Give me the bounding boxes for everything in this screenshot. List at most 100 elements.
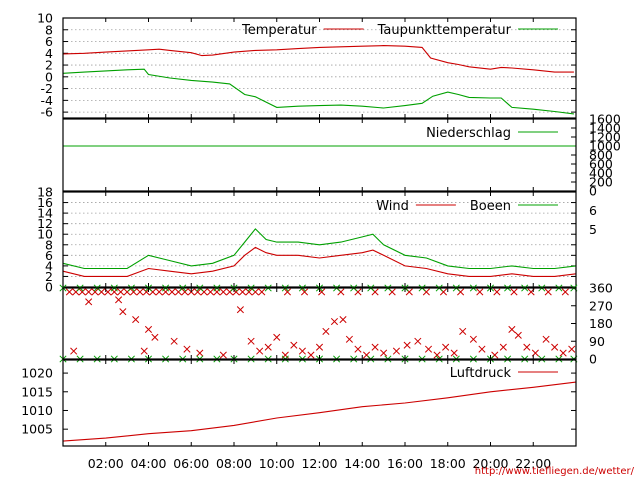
direction-point	[196, 349, 204, 357]
x-tick-label: 04:00	[130, 456, 166, 471]
y-tick-label: 4	[45, 46, 53, 61]
y-tick-label: 1400	[589, 121, 621, 136]
y-tick-label: 10	[37, 11, 53, 26]
y-tick-label: 360	[589, 281, 613, 296]
legend-label: Taupunkttemperatur	[377, 23, 512, 38]
y-tick-label: 600	[589, 157, 613, 172]
y-tick-label: 800	[589, 148, 613, 163]
y-tick-label: 18	[37, 185, 53, 200]
legend-label: Wind	[376, 199, 409, 214]
direction-point	[117, 288, 125, 296]
y-tick-label: 8	[45, 237, 53, 252]
direction-point	[264, 343, 272, 351]
x-tick-label: 18:00	[430, 456, 466, 471]
y-tick-label: 16	[37, 195, 53, 210]
y-tick-label: 6	[45, 34, 53, 49]
direction-point	[478, 345, 486, 353]
direction-point	[247, 337, 255, 345]
direction-point	[300, 288, 309, 296]
direction-point	[283, 288, 291, 296]
direction-series-2	[59, 284, 578, 363]
y-tick-label: 400	[589, 166, 613, 181]
y-tick-label: -4	[41, 93, 54, 108]
legend-label: Niederschlag	[426, 126, 511, 141]
x-tick-label: 06:00	[173, 456, 209, 471]
direction-point	[499, 343, 507, 351]
direction-point	[219, 351, 227, 359]
direction-point	[493, 288, 501, 296]
direction-point	[140, 347, 148, 355]
direction-point	[403, 341, 411, 349]
direction-point	[544, 288, 552, 296]
x-tick-label: 22:00	[515, 456, 551, 471]
credit-url[interactable]: http://www.tiefliegen.de/wetter/	[475, 466, 635, 477]
direction-point	[380, 349, 388, 357]
direction-point	[115, 296, 123, 304]
direction-point	[258, 288, 266, 296]
direction-point	[238, 288, 247, 296]
legend-label: Luftdruck	[450, 366, 512, 381]
direction-point	[476, 288, 484, 296]
direction-point	[183, 345, 191, 353]
y-tick-label: 2	[45, 269, 53, 284]
direction-point	[245, 288, 253, 296]
y-tick-label: 0	[589, 352, 597, 367]
x-tick-label: 16:00	[387, 456, 423, 471]
y-tick-label: 8	[45, 22, 53, 37]
direction-point	[85, 298, 93, 306]
y-tick-label: 4	[45, 258, 53, 273]
y-tick-label: 180	[589, 316, 613, 331]
direction-point	[551, 343, 559, 351]
direction-point	[442, 343, 450, 351]
direction-point	[542, 335, 550, 343]
legend-label: Temperatur	[241, 23, 317, 38]
direction-point	[424, 345, 433, 353]
direction-point	[508, 325, 516, 333]
direction-point	[523, 343, 531, 351]
direction-point	[469, 335, 477, 343]
direction-point	[330, 317, 339, 326]
direction-point	[194, 288, 202, 296]
direction-point	[144, 325, 153, 333]
x-tick-label: 20:00	[472, 456, 508, 471]
y-tick-label: 2	[45, 58, 53, 73]
y-tick-label: 10	[37, 227, 53, 242]
x-axis: 02:00 04:00 06:00 08:00 10:00 12:00 14:00 16:00…	[88, 18, 551, 471]
series-line-taupunkttemperatur	[62, 68, 574, 115]
y-tick-label: 1005	[21, 422, 53, 437]
direction-point	[151, 333, 159, 341]
series-line-boeen	[62, 228, 577, 270]
series-line-wind	[62, 246, 577, 277]
direction-point	[392, 347, 401, 355]
direction-point	[65, 288, 73, 296]
x-tick-label: 02:00	[88, 456, 124, 471]
direction-point	[433, 351, 441, 359]
direction-point	[371, 343, 379, 351]
y-tick-label: 12	[37, 216, 53, 231]
x-tick-label: 10:00	[259, 456, 295, 471]
direction-point	[136, 288, 144, 296]
y-tick-label: 14	[37, 206, 53, 221]
direction-point	[85, 288, 93, 296]
direction-point	[568, 345, 576, 353]
direction-point	[129, 288, 138, 296]
direction-point	[119, 308, 127, 316]
series-line-temperatur	[62, 45, 574, 73]
y-tick-label: 1015	[21, 384, 53, 399]
panel-4: 360 270 180 90 0	[59, 281, 613, 367]
legend-label: Boeen	[470, 199, 511, 214]
chart-panels: 1086420-2-4-6TaupunkttemperaturTemperatu…	[21, 11, 621, 447]
direction-point	[168, 288, 176, 296]
direction-point	[78, 288, 86, 296]
y-tick-label: -2	[41, 81, 53, 96]
y-tick-label: 0	[45, 280, 53, 295]
direction-point	[170, 337, 178, 345]
direction-point	[414, 337, 422, 345]
y-tick-label: -6	[41, 105, 54, 120]
direction-series-1	[65, 288, 576, 359]
direction-point	[315, 343, 324, 351]
direction-point	[219, 288, 227, 296]
